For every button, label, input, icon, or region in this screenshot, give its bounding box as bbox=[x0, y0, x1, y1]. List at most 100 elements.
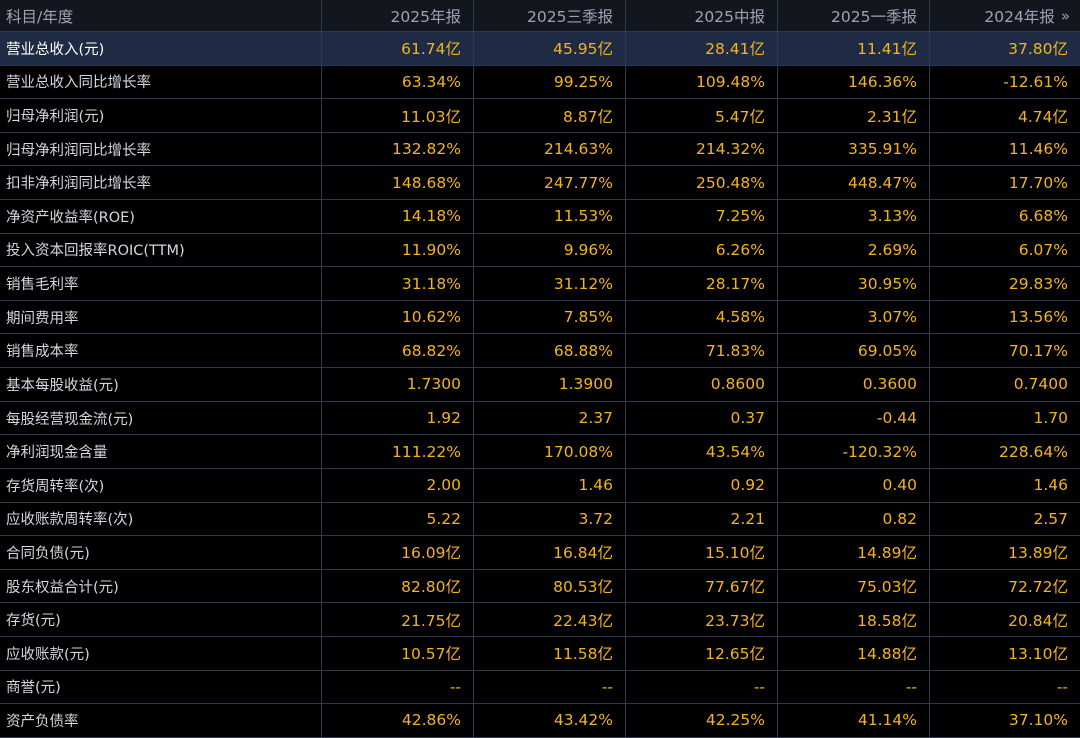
value-cell: 68.82% bbox=[322, 334, 474, 369]
column-header-period[interactable]: 2025年报 bbox=[322, 0, 474, 32]
value-cell: 13.10亿 bbox=[930, 637, 1080, 671]
value-cell: 10.62% bbox=[322, 300, 474, 335]
row-label[interactable]: 应收账款周转率(次) bbox=[0, 502, 322, 537]
value-cell: 214.63% bbox=[474, 132, 626, 167]
value-cell: -- bbox=[474, 670, 626, 705]
value-cell: 72.72亿 bbox=[930, 570, 1080, 604]
value-cell: 42.86% bbox=[322, 704, 474, 738]
value-cell: -- bbox=[322, 670, 474, 705]
row-label[interactable]: 期间费用率 bbox=[0, 300, 322, 335]
row-label[interactable]: 归母净利润同比增长率 bbox=[0, 132, 322, 167]
row-label[interactable]: 投入资本回报率ROIC(TTM) bbox=[0, 233, 322, 268]
value-cell: 15.10亿 bbox=[626, 536, 778, 570]
row-label[interactable]: 资产负债率 bbox=[0, 704, 322, 738]
value-cell: 0.8600 bbox=[626, 368, 778, 402]
value-cell: 20.84亿 bbox=[930, 603, 1080, 637]
value-cell: 43.42% bbox=[474, 704, 626, 738]
value-cell: -0.44 bbox=[778, 401, 930, 436]
value-cell: 11.03亿 bbox=[322, 99, 474, 133]
row-label[interactable]: 股东权益合计(元) bbox=[0, 569, 322, 604]
value-cell: 9.96% bbox=[474, 233, 626, 268]
row-label[interactable]: 每股经营现金流(元) bbox=[0, 401, 322, 436]
column-header-period[interactable]: 2025一季报 bbox=[778, 0, 930, 32]
value-cell: 21.75亿 bbox=[322, 603, 474, 637]
column-header-period-label: 2024年报 bbox=[984, 7, 1055, 26]
row-label[interactable]: 基本每股收益(元) bbox=[0, 368, 322, 402]
value-cell: 247.77% bbox=[474, 166, 626, 201]
value-cell: 75.03亿 bbox=[778, 569, 930, 604]
value-cell: 335.91% bbox=[778, 132, 930, 167]
value-cell: 37.10% bbox=[930, 704, 1080, 738]
value-cell: 11.90% bbox=[322, 233, 474, 268]
row-label[interactable]: 营业总收入(元) bbox=[0, 32, 322, 66]
value-cell: 228.64% bbox=[930, 435, 1080, 469]
value-cell: 6.68% bbox=[930, 200, 1080, 234]
value-cell: -- bbox=[930, 671, 1080, 705]
value-cell: 12.65亿 bbox=[626, 636, 778, 671]
column-header-subject[interactable]: 科目/年度 bbox=[0, 0, 322, 32]
value-cell: 4.74亿 bbox=[930, 99, 1080, 133]
value-cell: 1.70 bbox=[930, 402, 1080, 436]
value-cell: 1.7300 bbox=[322, 368, 474, 402]
value-cell: 99.25% bbox=[474, 65, 626, 100]
row-label[interactable]: 净资产收益率(ROE) bbox=[0, 200, 322, 234]
value-cell: 16.84亿 bbox=[474, 536, 626, 570]
value-cell: 214.32% bbox=[626, 132, 778, 167]
value-cell: 80.53亿 bbox=[474, 569, 626, 604]
row-label[interactable]: 归母净利润(元) bbox=[0, 99, 322, 133]
row-label[interactable]: 存货周转率(次) bbox=[0, 468, 322, 503]
value-cell: -- bbox=[778, 670, 930, 705]
value-cell: 5.22 bbox=[322, 502, 474, 537]
value-cell: 6.26% bbox=[626, 233, 778, 268]
value-cell: 37.80亿 bbox=[930, 32, 1080, 66]
row-label[interactable]: 商誉(元) bbox=[0, 670, 322, 705]
value-cell: 10.57亿 bbox=[322, 636, 474, 671]
value-cell: 0.40 bbox=[778, 468, 930, 503]
row-label[interactable]: 销售成本率 bbox=[0, 334, 322, 369]
value-cell: 3.07% bbox=[778, 300, 930, 335]
value-cell: 70.17% bbox=[930, 334, 1080, 369]
value-cell: 31.12% bbox=[474, 267, 626, 301]
value-cell: 146.36% bbox=[778, 65, 930, 100]
value-cell: 148.68% bbox=[322, 166, 474, 201]
column-header-period[interactable]: 2025中报 bbox=[626, 0, 778, 32]
column-header-period-last[interactable]: 2024年报 » bbox=[930, 0, 1080, 32]
row-label[interactable]: 营业总收入同比增长率 bbox=[0, 65, 322, 100]
value-cell: 132.82% bbox=[322, 132, 474, 167]
row-label[interactable]: 扣非净利润同比增长率 bbox=[0, 166, 322, 201]
value-cell: 0.3600 bbox=[778, 368, 930, 402]
value-cell: 71.83% bbox=[626, 334, 778, 369]
value-cell: 11.46% bbox=[930, 133, 1080, 167]
value-cell: 31.18% bbox=[322, 267, 474, 301]
value-cell: 250.48% bbox=[626, 166, 778, 201]
double-chevron-right-icon[interactable]: » bbox=[1060, 6, 1070, 25]
column-header-period[interactable]: 2025三季报 bbox=[474, 0, 626, 32]
value-cell: 11.58亿 bbox=[474, 636, 626, 671]
value-cell: 77.67亿 bbox=[626, 569, 778, 604]
value-cell: 2.31亿 bbox=[778, 99, 930, 133]
value-cell: -120.32% bbox=[778, 435, 930, 469]
value-cell: 5.47亿 bbox=[626, 99, 778, 133]
value-cell: 18.58亿 bbox=[778, 603, 930, 637]
value-cell: -12.61% bbox=[930, 66, 1080, 100]
row-label[interactable]: 存货(元) bbox=[0, 603, 322, 637]
value-cell: 30.95% bbox=[778, 267, 930, 301]
value-cell: 11.41亿 bbox=[778, 32, 930, 66]
value-cell: 0.7400 bbox=[930, 368, 1080, 402]
value-cell: 41.14% bbox=[778, 704, 930, 738]
row-label[interactable]: 合同负债(元) bbox=[0, 536, 322, 570]
row-label[interactable]: 销售毛利率 bbox=[0, 267, 322, 301]
value-cell: 2.69% bbox=[778, 233, 930, 268]
row-label[interactable]: 净利润现金含量 bbox=[0, 435, 322, 469]
value-cell: 2.57 bbox=[930, 503, 1080, 537]
value-cell: 69.05% bbox=[778, 334, 930, 369]
value-cell: 1.46 bbox=[474, 468, 626, 503]
value-cell: 4.58% bbox=[626, 300, 778, 335]
value-cell: 14.18% bbox=[322, 200, 474, 234]
value-cell: 45.95亿 bbox=[474, 32, 626, 66]
value-cell: 2.21 bbox=[626, 502, 778, 537]
value-cell: 13.56% bbox=[930, 301, 1080, 335]
value-cell: 1.92 bbox=[322, 401, 474, 436]
row-label[interactable]: 应收账款(元) bbox=[0, 636, 322, 671]
value-cell: 63.34% bbox=[322, 65, 474, 100]
